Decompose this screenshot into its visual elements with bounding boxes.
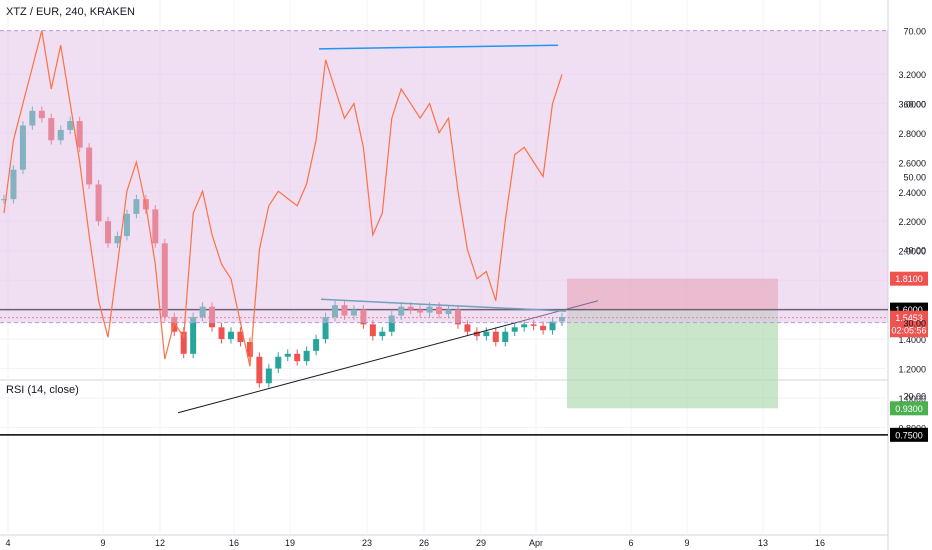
time-tick-label: 13 [758, 538, 768, 548]
candle-body [521, 324, 528, 328]
price-label: 02:05:56 [891, 326, 926, 336]
rsi-tick-label: 30.00 [903, 319, 926, 329]
price-tick-label: 2.8000 [898, 129, 926, 139]
price-tick-label: 2.0000 [898, 247, 926, 257]
rsi-tick-label: 20.00 [903, 392, 926, 402]
candle-body [464, 324, 471, 332]
rsi-band [0, 30, 888, 323]
time-tick-label: 16 [229, 538, 239, 548]
candle-body [275, 356, 282, 369]
time-tick-label: 23 [362, 538, 372, 548]
candle-body [502, 331, 509, 343]
rsi-tick-label: 50.00 [903, 173, 926, 183]
time-tick-label: 12 [155, 538, 165, 548]
price-label-bg [890, 310, 928, 325]
price-label: 1.8100 [895, 274, 923, 284]
candle-body [322, 316, 329, 340]
candle-body [369, 324, 376, 337]
candle-body [313, 339, 320, 351]
price-tick-label: 2.4000 [898, 188, 926, 198]
time-tick-label: 29 [476, 538, 486, 548]
price-tick-label: 1.2000 [898, 365, 926, 375]
time-tick-label: 6 [628, 538, 633, 548]
price-label-bg [890, 427, 928, 442]
price-label: 1.5453 [895, 313, 923, 323]
price-tick-label: 3.2000 [898, 70, 926, 80]
time-tick-label: 9 [684, 538, 689, 548]
price-tick-label: 2.6000 [898, 158, 926, 168]
time-tick-label: 26 [419, 538, 429, 548]
candle-body [180, 331, 187, 354]
candle-body [473, 331, 480, 337]
price-label-bg [890, 323, 928, 338]
candle-body [237, 331, 244, 343]
rsi-tick-label: 70.00 [903, 27, 926, 37]
candle-body [483, 331, 490, 337]
candle-body [190, 316, 197, 354]
rsi-tick-label: 60.00 [903, 100, 926, 110]
price-tick-label: 1.4000 [898, 335, 926, 345]
time-tick-label: 9 [100, 538, 105, 548]
candle-body [530, 324, 537, 326]
take-profit-zone [567, 309, 778, 409]
price-label: 1.6000 [895, 305, 923, 315]
candle-body [218, 327, 225, 340]
candle-body [540, 325, 547, 331]
rsi-tick-label: 40.00 [903, 246, 926, 256]
candle-body [227, 331, 234, 340]
candle-body [284, 353, 291, 357]
time-tick-label: 16 [815, 538, 825, 548]
rsi-title: RSI (14, close) [6, 384, 79, 396]
rsi-line [3, 30, 563, 367]
candle-body [388, 315, 395, 332]
rsi-trendline [318, 44, 559, 50]
candle-body [549, 321, 556, 331]
candle-body [379, 331, 386, 337]
price-label: 0.9300 [895, 404, 923, 414]
candle-body [511, 327, 518, 332]
symbol-title: XTZ / EUR, 240, KRAKEN [6, 6, 135, 18]
price-tick-label: 2.2000 [898, 217, 926, 227]
price-label-bg [890, 271, 928, 286]
candle-body [492, 331, 499, 343]
price-label-bg [890, 401, 928, 416]
candle-body [256, 356, 263, 384]
candle-body [294, 353, 301, 362]
price-tick-label: 3.0000 [898, 99, 926, 109]
price-tick-label: 1.0000 [898, 394, 926, 404]
candle-body [303, 350, 310, 362]
time-tick-label: 4 [5, 538, 10, 548]
candle-body [246, 342, 253, 357]
time-tick-label: 19 [285, 538, 295, 548]
candle-body [265, 368, 272, 384]
time-tick-label: Apr [529, 538, 543, 548]
price-label: 0.7500 [895, 430, 923, 440]
